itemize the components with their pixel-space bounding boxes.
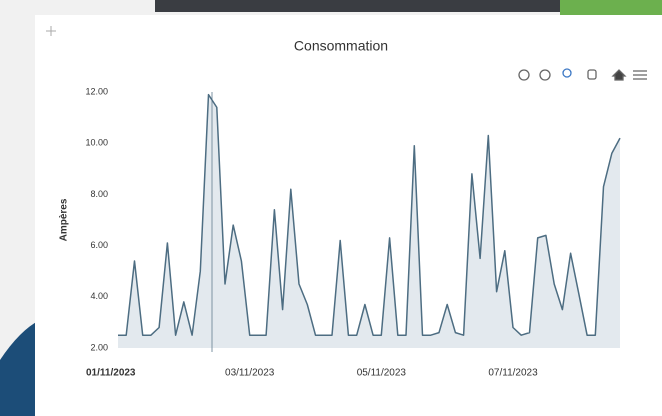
y-tick-label: 6.00 — [90, 240, 108, 250]
y-tick-label: 10.00 — [85, 138, 108, 148]
x-tick-label: 03/11/2023 — [225, 368, 275, 379]
menu[interactable] — [633, 70, 647, 80]
toolbar — [518, 68, 647, 81]
x-tick-label: 01/11/2023 — [86, 368, 136, 379]
decor-shape — [0, 320, 40, 416]
y-tick-label: 8.00 — [90, 189, 108, 199]
zoom-in[interactable] — [518, 69, 530, 81]
y-axis-label: Ampères — [59, 198, 70, 241]
line — [118, 93, 621, 336]
x-tick-label: 05/11/2023 — [357, 368, 407, 379]
y-tick-label: 4.00 — [90, 291, 108, 301]
card — [35, 15, 662, 416]
zoom-select[interactable] — [562, 68, 572, 78]
zoom-out[interactable] — [539, 69, 551, 81]
y-tick-label: 2.00 — [90, 342, 108, 352]
x-tick-label: 07/11/2023 — [488, 368, 538, 379]
photo-strip — [155, 0, 565, 12]
reset[interactable] — [611, 69, 627, 81]
move-icon[interactable] — [46, 26, 56, 36]
chart-title: Consommation — [294, 38, 388, 54]
pan[interactable] — [587, 69, 597, 80]
y-tick-label: 12.00 — [85, 86, 108, 96]
